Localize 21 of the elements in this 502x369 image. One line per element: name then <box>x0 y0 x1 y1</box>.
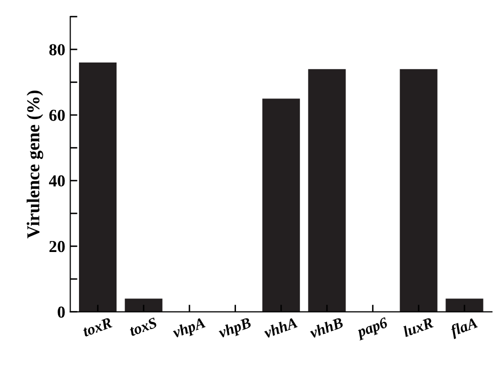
x-tick-label: vhpB <box>217 316 253 341</box>
y-axis-title: Virulence gene (%) <box>26 90 44 238</box>
bar <box>78 62 117 312</box>
x-tick-label: luxR <box>402 316 434 338</box>
y-tick-label: 40 <box>48 175 65 187</box>
y-tick-label: 80 <box>49 44 65 56</box>
x-tick-label: vhpA <box>172 316 207 341</box>
y-tick-label: 20 <box>49 240 65 252</box>
x-tick-label: flaA <box>449 316 480 340</box>
bar <box>400 69 438 312</box>
x-tick-label: toxR <box>82 317 112 337</box>
bar <box>262 98 300 312</box>
y-tick-label: 0 <box>58 306 65 318</box>
x-tick-label: toxS <box>128 317 158 336</box>
x-tick-label: pap6 <box>355 317 390 341</box>
bar <box>308 69 346 312</box>
bar <box>446 298 484 312</box>
bar <box>124 298 162 312</box>
y-tick-label: 60 <box>49 110 65 121</box>
x-tick-label: vhhA <box>262 316 298 338</box>
x-tick-label: vhhB <box>308 316 344 338</box>
